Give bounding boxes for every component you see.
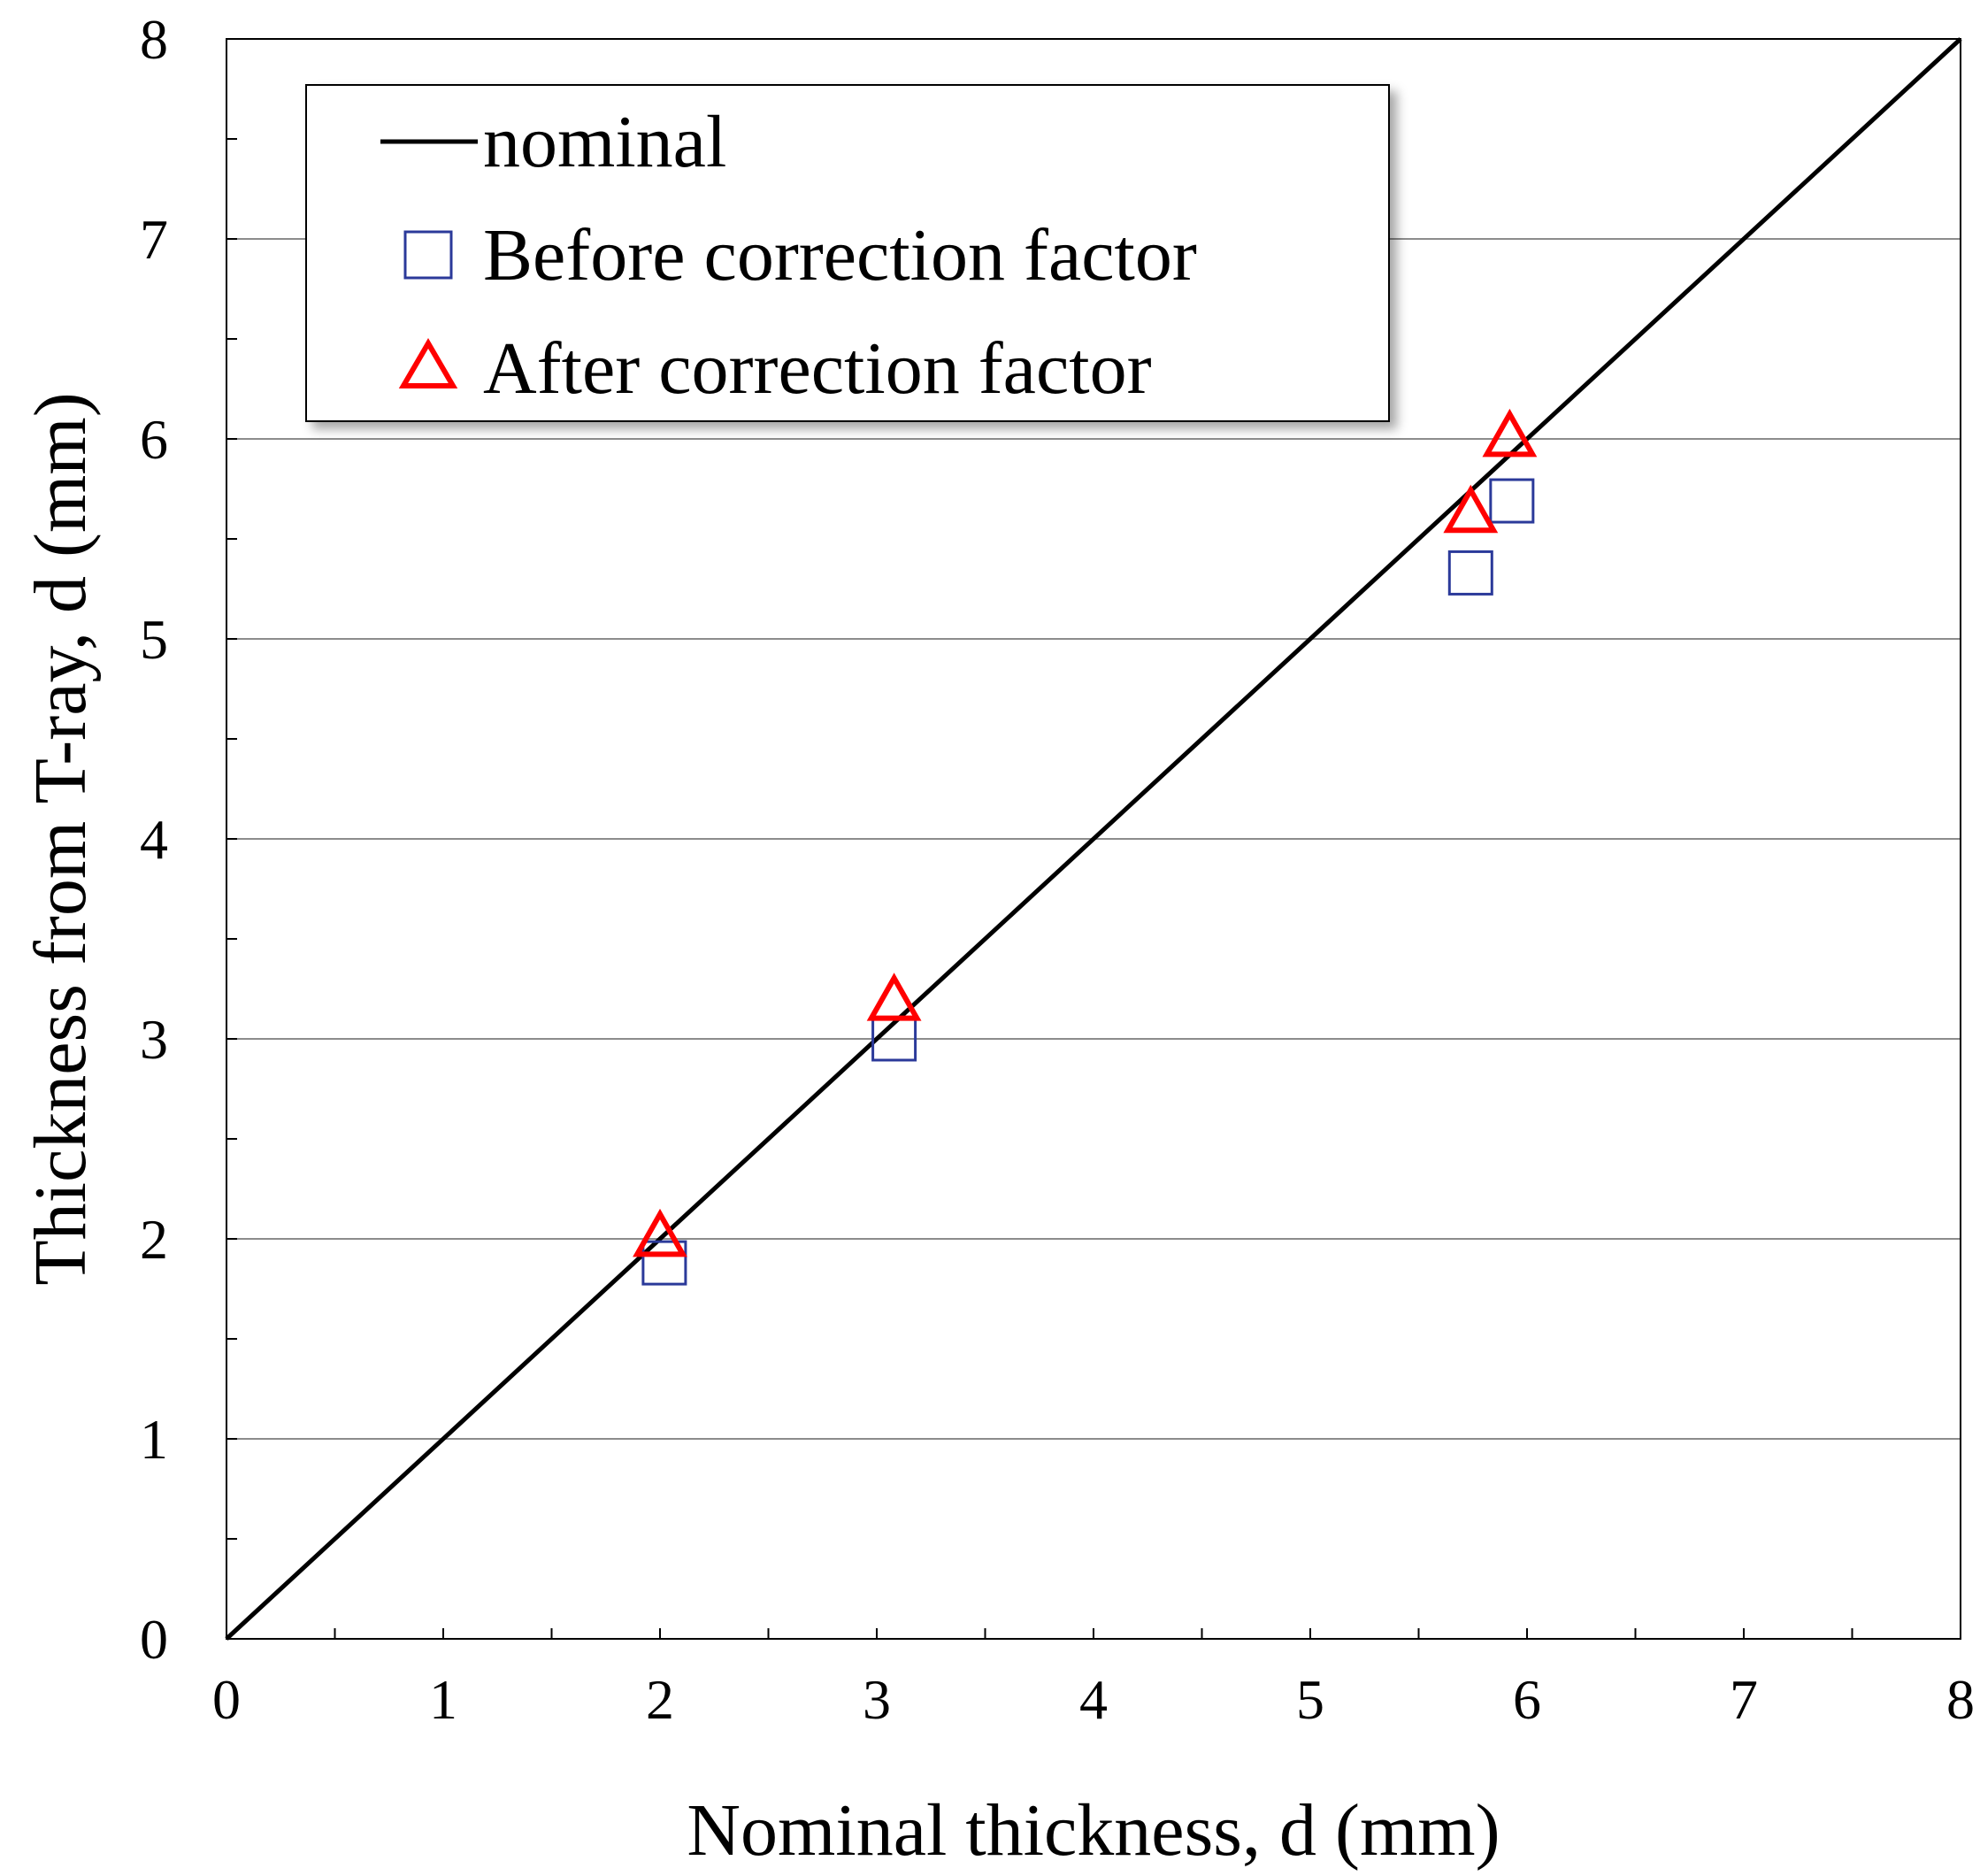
before-correction-point	[1447, 550, 1493, 596]
before-correction-point	[1489, 478, 1535, 524]
y-tick-label: 8	[140, 8, 168, 71]
y-axis-title: Thickness from T-ray, d (mm)	[19, 392, 102, 1285]
minor-ticks	[226, 138, 1853, 1639]
legend-before-label: Before correction factor	[483, 214, 1197, 296]
nominal-line	[225, 37, 1962, 1641]
legend-box	[305, 84, 1390, 422]
y-tick-label: 5	[140, 608, 168, 671]
legend-triangle-marker	[398, 338, 458, 388]
grid-lines	[226, 238, 1961, 1440]
x-tick-label: 1	[429, 1668, 457, 1731]
x-tick-label: 0	[212, 1668, 241, 1731]
after-correction-point	[866, 973, 922, 1021]
x-tick-label: 5	[1296, 1668, 1324, 1731]
y-tick-label: 6	[140, 408, 168, 471]
x-tick-label: 7	[1730, 1668, 1758, 1731]
plot-border	[226, 38, 1961, 1640]
after-correction-point	[1443, 484, 1499, 534]
y-tick-label: 4	[140, 808, 168, 871]
x-tick-label: 8	[1946, 1668, 1975, 1731]
y-tick-label: 3	[140, 1008, 168, 1071]
y-tick-labels: 0 1 2 3 4 5 6 7 8	[140, 8, 168, 1671]
after-correction-point	[1482, 408, 1538, 457]
y-tick-label: 7	[140, 208, 168, 271]
legend: nominal Before correction factor After c…	[305, 84, 1390, 422]
x-tick-label: 3	[863, 1668, 891, 1731]
legend-square-marker	[403, 230, 453, 280]
x-tick-labels: 0 1 2 3 4 5 6 7 8	[212, 1668, 1975, 1731]
after-correction-point	[633, 1208, 687, 1257]
before-correction-point	[641, 1240, 687, 1286]
x-tick-label: 6	[1513, 1668, 1541, 1731]
y-tick-label: 1	[140, 1408, 168, 1471]
x-tick-label: 4	[1079, 1668, 1108, 1731]
legend-nominal-label: nominal	[483, 101, 726, 183]
x-tick-label: 2	[646, 1668, 674, 1731]
series	[225, 37, 1962, 1641]
x-axis-title: Nominal thickness, d (mm)	[687, 1789, 1500, 1872]
legend-after-label: After correction factor	[483, 327, 1152, 410]
y-tick-label: 2	[140, 1208, 168, 1271]
y-tick-label: 0	[140, 1608, 168, 1671]
